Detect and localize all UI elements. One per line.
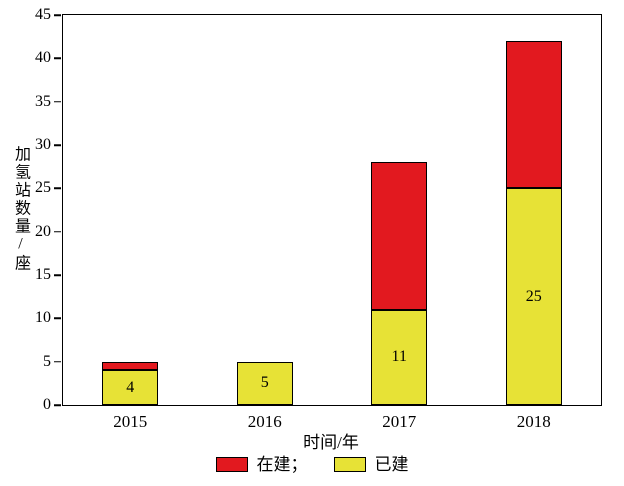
bar-segment: 5: [236, 361, 293, 405]
y-tick-mark: [54, 14, 61, 16]
bar-segment: [102, 361, 159, 371]
legend: 在建； 已建: [0, 456, 624, 473]
legend-label: 在建；: [256, 455, 308, 474]
plot-area: 0 5 10 15 20 25 30 35 40 45 2015 4 2016 5 2017 11 2018 25: [35, 7, 602, 430]
y-tick-mark: [54, 144, 61, 146]
y-tick-mark: [54, 57, 61, 60]
y-tick-label: 30: [35, 136, 51, 153]
y-tick-label: 40: [35, 49, 51, 67]
legend-item: 已建: [333, 455, 409, 474]
y-tick-mark: [54, 317, 61, 320]
x-tick-label: 2015: [113, 412, 148, 431]
y-tick-label: 35: [35, 92, 51, 110]
bar-segment: [505, 41, 562, 189]
y-axis-title: 加氢站数量/座: [12, 145, 29, 273]
bar-data-label: 5: [260, 374, 269, 392]
y-tick-label: 10: [35, 309, 51, 327]
x-tick-label: 2017: [382, 412, 417, 431]
y-tick-label: 5: [43, 352, 51, 370]
y-tick-mark: [54, 230, 61, 233]
y-tick-mark: [54, 100, 61, 103]
bar-data-label: 11: [391, 348, 407, 366]
legend-swatch: [333, 457, 366, 472]
legend-label: 已建: [374, 455, 409, 474]
x-axis-title: 时间/年: [303, 433, 359, 452]
y-tick-mark: [54, 187, 61, 190]
bar-segment: [371, 162, 428, 310]
x-tick-label: 2016: [247, 412, 282, 431]
y-tick-label: 15: [35, 266, 51, 283]
y-tick-mark: [54, 274, 61, 276]
bar-segment: 11: [371, 309, 428, 405]
x-tick-label: 2018: [516, 412, 551, 431]
legend-item: 在建；: [215, 455, 308, 474]
bar-segment: 4: [102, 370, 159, 405]
y-tick-label: 0: [43, 396, 51, 413]
bar-data-label: 25: [525, 287, 542, 305]
bar-data-label: 4: [126, 378, 135, 396]
y-tick-mark: [54, 404, 61, 406]
bar-segment: 25: [505, 188, 562, 405]
y-tick-mark: [54, 360, 61, 363]
y-tick-label: 45: [35, 6, 51, 23]
legend-swatch: [215, 457, 248, 472]
y-tick-label: 20: [35, 222, 51, 240]
y-tick-label: 25: [35, 179, 51, 197]
